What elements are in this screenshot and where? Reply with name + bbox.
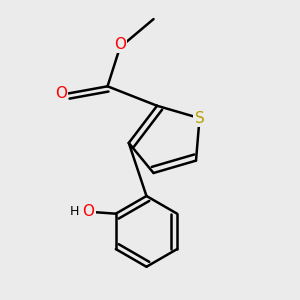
Text: S: S (195, 111, 204, 126)
Text: O: O (114, 37, 126, 52)
Text: O: O (82, 204, 94, 219)
Text: H: H (70, 205, 80, 218)
Text: O: O (55, 86, 67, 101)
